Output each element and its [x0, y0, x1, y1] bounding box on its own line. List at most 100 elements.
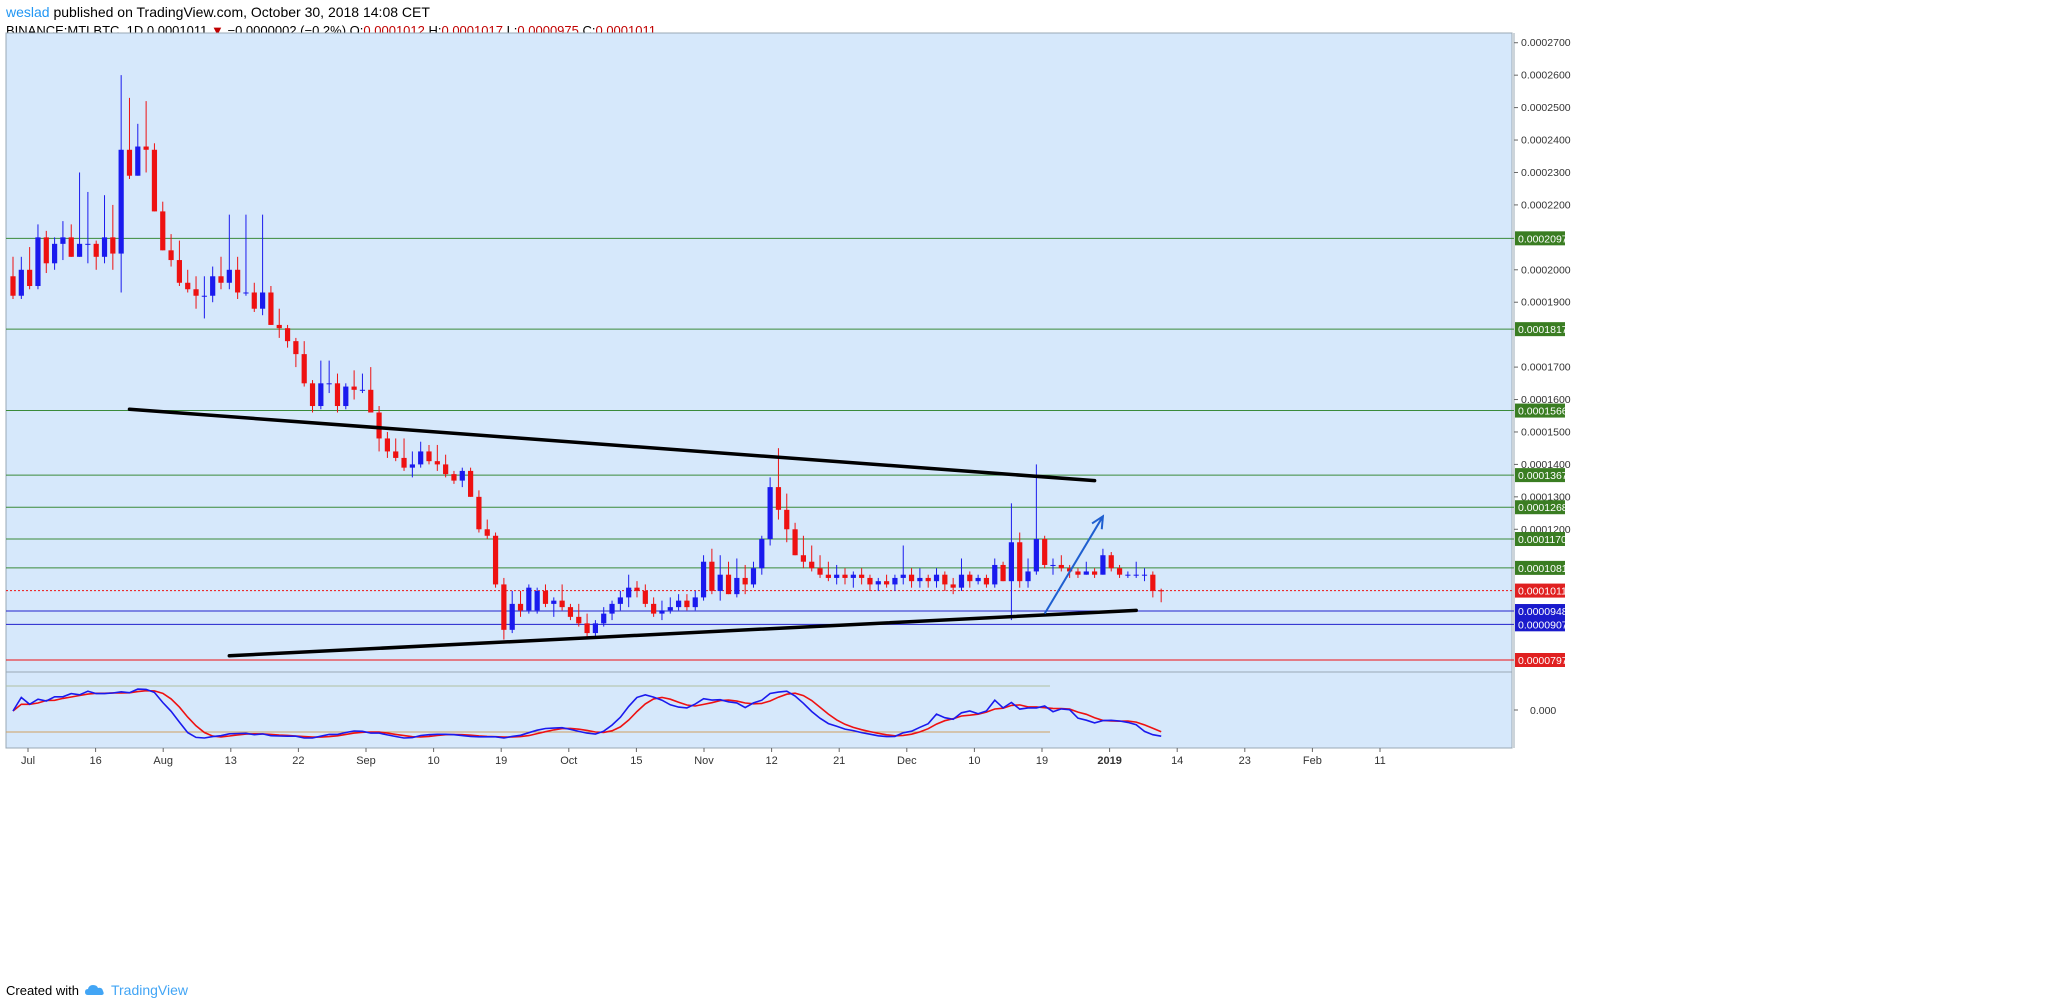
author-link[interactable]: weslad — [6, 4, 50, 20]
candle-body — [451, 474, 457, 481]
candle-body — [759, 539, 765, 569]
candle — [584, 613, 590, 637]
x-tick-label: 11 — [1374, 755, 1385, 767]
candle — [784, 493, 790, 543]
candle — [101, 195, 108, 264]
candle — [534, 587, 540, 614]
candle — [1025, 558, 1031, 588]
candle-body — [834, 574, 840, 578]
candle-body — [651, 603, 657, 614]
low-label: L: — [506, 23, 518, 38]
candle-body — [93, 243, 99, 257]
candle — [1092, 568, 1098, 578]
candle — [634, 581, 640, 598]
candle-body — [185, 282, 191, 290]
candle — [210, 266, 216, 303]
candle-body — [193, 289, 199, 296]
candle — [1133, 561, 1139, 578]
candle — [218, 256, 224, 290]
candle — [817, 555, 823, 578]
x-tick-label: 21 — [833, 755, 845, 767]
candle-body — [160, 211, 166, 251]
candle — [517, 590, 524, 617]
candle-body — [276, 324, 282, 329]
candle-body — [401, 457, 407, 468]
osc-signal-line — [12, 689, 1162, 738]
candle — [850, 571, 856, 588]
candle-body — [850, 574, 856, 578]
candle — [1042, 535, 1048, 569]
candle-body — [43, 237, 49, 264]
candle — [684, 594, 690, 611]
level-price-tag — [1515, 532, 1565, 547]
candle-body — [1058, 564, 1064, 569]
candle-body — [368, 389, 374, 413]
candle-body — [60, 237, 66, 244]
candle — [958, 558, 965, 591]
footer: Created with TradingView — [6, 982, 188, 998]
y-tick-label: 0.0002200 — [1521, 199, 1571, 211]
x-tick-label: 16 — [89, 755, 101, 767]
candle-body — [767, 487, 773, 540]
candle-body — [867, 577, 873, 585]
x-tick-label: Nov — [694, 755, 714, 767]
candle-body — [268, 292, 274, 325]
projection-arrow-shaft — [1043, 515, 1104, 615]
candle-body — [501, 584, 507, 630]
candle-body — [559, 600, 565, 608]
x-tick-label: 12 — [765, 755, 777, 767]
candle-body — [201, 295, 207, 297]
candle-body — [551, 600, 557, 604]
candle — [476, 490, 482, 533]
candle — [983, 574, 990, 588]
published-text: published on TradingView.com, October 30… — [49, 4, 430, 20]
y-tick-label: 0.0002700 — [1521, 37, 1571, 49]
x-tick-label: 13 — [225, 755, 237, 767]
candle — [18, 256, 24, 299]
candle-body — [584, 623, 590, 634]
x-tick-label: Sep — [356, 755, 376, 767]
candle-body — [1125, 574, 1131, 576]
candle-body — [476, 496, 482, 530]
candle — [401, 438, 407, 471]
candle-body — [1067, 568, 1073, 572]
level-price-tag — [1515, 560, 1565, 575]
candle-body — [1150, 574, 1156, 591]
candle — [176, 240, 182, 287]
level-price-label: 0.0001367 — [1518, 470, 1568, 482]
candle-body — [318, 383, 324, 407]
candle-body — [875, 581, 881, 585]
candle-body — [1158, 590, 1164, 592]
candle — [626, 574, 632, 608]
x-tick-label: 10 — [427, 755, 439, 767]
candle — [1116, 564, 1123, 578]
x-tick-label: 15 — [630, 755, 642, 767]
level-price-label: 0.0001081 — [1518, 563, 1568, 575]
candle-body — [376, 412, 382, 439]
tradingview-link[interactable]: TradingView — [110, 982, 189, 998]
candle — [700, 555, 707, 601]
candle-body — [817, 568, 823, 575]
candle-body — [443, 464, 449, 475]
projection-arrow-head — [1091, 514, 1105, 530]
x-tick-label: 23 — [1239, 755, 1251, 767]
candle — [1141, 568, 1148, 582]
candle-body — [900, 574, 906, 578]
candle-body — [534, 590, 540, 611]
candle-body — [950, 584, 956, 588]
level-price-label: 0.0000907 — [1518, 619, 1568, 631]
candle — [235, 256, 241, 299]
level-price-tag — [1515, 583, 1565, 598]
candle-body — [351, 386, 357, 390]
candle — [110, 204, 116, 270]
candle-body — [484, 529, 490, 536]
y-tick-label: 0.0002300 — [1521, 167, 1571, 179]
candle — [118, 75, 124, 293]
x-tick-label: 22 — [292, 755, 304, 767]
level-price-label: 0.0000948 — [1518, 606, 1568, 618]
candle-body — [1116, 568, 1123, 575]
plot-background — [5, 32, 1513, 749]
candle-body — [925, 577, 931, 582]
candle-body — [1050, 564, 1056, 566]
